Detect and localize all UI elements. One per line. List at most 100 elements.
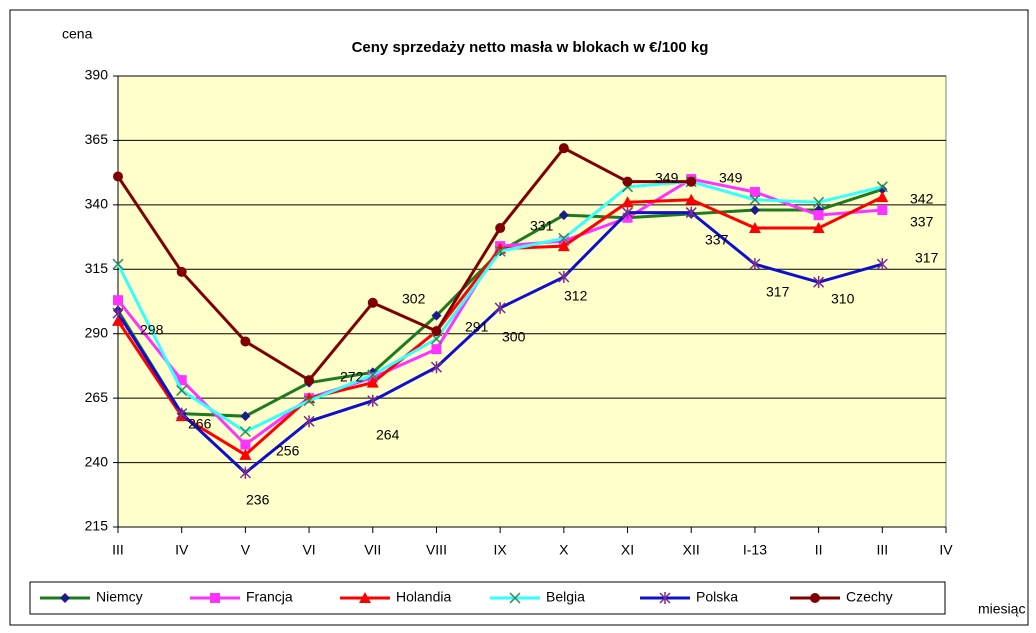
point: [112, 307, 124, 320]
annotation: 342: [910, 191, 934, 207]
point: [240, 439, 251, 450]
y-tick-label: 390: [85, 67, 109, 83]
annotation: 272: [340, 369, 364, 385]
plot-area: [117, 75, 947, 528]
point: [813, 196, 825, 208]
annotation: 349: [655, 170, 679, 186]
x-tick-label: XI: [621, 542, 634, 558]
legend-marker: [359, 592, 371, 603]
point: [239, 426, 251, 438]
point: [303, 415, 315, 428]
x-tick-label: IV: [939, 542, 953, 558]
point: [749, 186, 760, 197]
point: [812, 222, 825, 234]
point: [430, 361, 442, 374]
annotation: 291: [465, 319, 489, 335]
point: [877, 205, 888, 216]
chart-title: Ceny sprzedaży netto masła w blokach w €…: [352, 39, 709, 56]
point: [749, 194, 761, 206]
x-tick-label: IV: [175, 542, 189, 558]
point: [113, 295, 123, 306]
point: [876, 181, 888, 193]
point: [367, 297, 378, 308]
point: [304, 375, 315, 386]
legend-label: Holandia: [396, 589, 451, 605]
point: [558, 271, 570, 284]
legend-marker: [810, 593, 820, 603]
annotation: 236: [246, 492, 270, 508]
point: [685, 206, 697, 219]
point: [494, 301, 506, 314]
x-tick-label: III: [876, 542, 888, 558]
point: [813, 276, 825, 289]
point: [749, 205, 760, 216]
y-tick-label: 215: [85, 518, 109, 534]
point: [239, 448, 252, 460]
annotation: 264: [376, 427, 400, 443]
legend-marker: [659, 592, 671, 604]
x-axis-label: miesiąc: [978, 601, 1025, 617]
point: [176, 375, 187, 386]
point: [621, 196, 634, 208]
point: [431, 310, 442, 321]
x-tick-label: VII: [364, 542, 381, 558]
point: [622, 176, 633, 187]
point: [367, 394, 379, 407]
x-tick-label: XII: [683, 542, 700, 558]
legend-marker: [509, 592, 521, 604]
point: [431, 326, 442, 337]
annotation: 298: [140, 322, 164, 338]
point: [749, 258, 761, 271]
point: [430, 333, 442, 345]
point: [876, 258, 888, 271]
point: [686, 176, 697, 187]
annotation: 337: [705, 232, 729, 248]
legend-marker: [210, 593, 220, 603]
x-tick-label: VIII: [426, 542, 447, 558]
annotation: 317: [915, 250, 939, 266]
point: [622, 206, 634, 219]
x-tick-label: II: [815, 542, 823, 558]
point: [112, 258, 124, 270]
annotation: 302: [402, 291, 426, 307]
legend-label: Czechy: [846, 589, 893, 605]
y-tick-label: 315: [85, 260, 109, 276]
legend-label: Polska: [696, 589, 738, 605]
x-tick-label: X: [559, 542, 569, 558]
y-tick-label: 290: [85, 324, 109, 340]
series-line: [116, 146, 692, 383]
point: [685, 193, 698, 205]
point: [495, 223, 506, 234]
y-tick-label: 365: [85, 131, 109, 147]
x-tick-label: III: [112, 542, 124, 558]
point: [240, 336, 251, 347]
point: [176, 384, 188, 396]
point: [558, 210, 569, 221]
annotation: 312: [564, 288, 588, 304]
point: [112, 314, 124, 326]
legend-marker: [60, 593, 70, 603]
x-tick-label: IX: [494, 542, 508, 558]
annotation: 266: [188, 416, 212, 432]
point: [748, 222, 761, 234]
annotation: 317: [766, 284, 790, 300]
x-tick-label: I-13: [743, 542, 767, 558]
point: [240, 411, 251, 422]
point: [366, 376, 379, 388]
point: [494, 245, 506, 257]
point: [431, 344, 442, 355]
point: [303, 395, 315, 407]
point: [557, 240, 570, 252]
point: [239, 466, 251, 479]
annotation: 256: [276, 443, 300, 459]
point: [367, 369, 379, 381]
point: [176, 266, 187, 277]
legend-label: Niemcy: [96, 589, 143, 605]
y-axis-label: cena: [62, 26, 93, 42]
y-tick-label: 265: [85, 389, 109, 405]
point: [113, 171, 123, 182]
x-tick-label: V: [241, 542, 251, 558]
legend-label: Francja: [246, 589, 293, 605]
annotation: 300: [502, 329, 526, 345]
